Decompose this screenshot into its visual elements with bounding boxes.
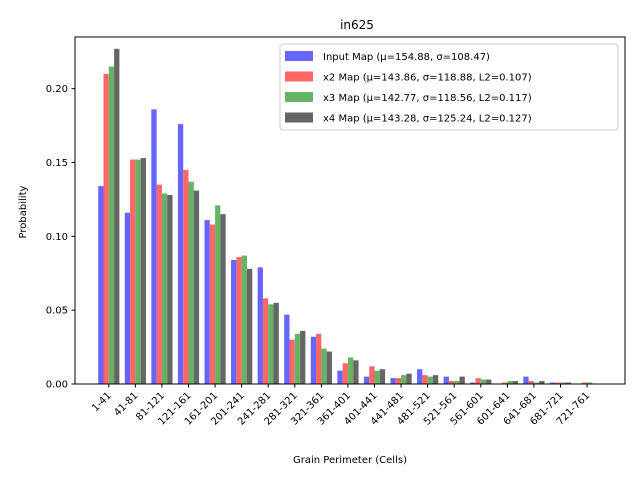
- bar-series2-481-521: [427, 376, 433, 384]
- bar-series0-561-601: [470, 382, 476, 384]
- bar-series2-41-81: [135, 159, 141, 384]
- bar-series2-281-321: [294, 333, 301, 384]
- bar-series2-361-401: [347, 357, 354, 384]
- bar-series0-481-521: [417, 369, 423, 384]
- bar-series0-361-401: [337, 370, 343, 384]
- bar-series1-321-361: [316, 333, 322, 384]
- bar-series2-561-601: [480, 379, 487, 384]
- bar-series0-41-81: [124, 212, 131, 384]
- bar-series1-401-441: [369, 366, 375, 384]
- bars-group: [98, 48, 593, 385]
- bar-series2-201-241: [241, 255, 247, 384]
- bar-series1-281-321: [289, 339, 295, 384]
- bar-series3-641-681: [539, 381, 545, 384]
- bar-series2-1-41: [108, 66, 115, 384]
- bar-series3-481-521: [432, 375, 439, 384]
- bar-series3-81-121: [167, 195, 173, 384]
- legend-swatch: [285, 112, 313, 123]
- bar-series3-681-721: [565, 382, 572, 384]
- bar-series0-521-561: [443, 376, 449, 384]
- bar-series0-321-361: [310, 336, 317, 384]
- bar-series1-41-81: [130, 159, 136, 384]
- bar-series3-601-641: [512, 381, 518, 384]
- legend-label: x2 Map (μ=143.86, σ=118.88, L2=0.107): [323, 73, 532, 84]
- chart-title: in625: [340, 18, 374, 32]
- bar-series3-121-161: [193, 190, 200, 384]
- bar-series0-161-201: [204, 220, 210, 384]
- plot-frame: [74, 36, 626, 385]
- bar-series0-121-161: [177, 124, 184, 385]
- bar-series2-601-641: [507, 381, 513, 384]
- x-axis-label: Grain Perimeter (Cells): [293, 455, 407, 466]
- bar-series2-641-681: [533, 382, 540, 384]
- bar-series3-1-41: [114, 48, 120, 385]
- bar-series1-81-121: [156, 184, 162, 384]
- bar-series1-441-481: [395, 378, 402, 384]
- bar-series1-601-641: [502, 382, 508, 384]
- bar-series2-81-121: [161, 193, 168, 384]
- bar-series0-241-281: [257, 267, 263, 384]
- bar-series3-321-361: [326, 351, 332, 384]
- bar-series3-41-81: [140, 158, 146, 384]
- bar-series3-161-201: [220, 214, 226, 384]
- bar-series1-521-561: [448, 381, 455, 384]
- bar-series0-681-721: [549, 382, 556, 384]
- bar-series3-281-321: [300, 330, 306, 384]
- x-axis: 1-4141-8181-121121-161161-201201-241241-…: [90, 384, 592, 428]
- legend-swatch: [285, 51, 313, 61]
- bar-series2-321-361: [321, 348, 327, 384]
- bar-series2-161-201: [215, 205, 221, 384]
- bar-series3-521-561: [459, 376, 465, 384]
- bar-series1-641-681: [528, 381, 534, 384]
- bar-series1-161-201: [209, 224, 216, 384]
- bar-series1-241-281: [262, 298, 269, 384]
- bar-series3-201-241: [246, 268, 253, 384]
- bar-series2-121-161: [188, 181, 194, 384]
- legend-swatch: [285, 71, 313, 82]
- y-tick-label: 0.05: [46, 306, 68, 317]
- bar-series2-401-441: [374, 370, 380, 384]
- y-axis: 0.00 0.05 0.10 0.15 0.20: [46, 84, 75, 391]
- bar-series0-81-121: [151, 109, 157, 384]
- bar-series3-441-481: [406, 373, 412, 384]
- bar-series0-641-681: [523, 376, 529, 384]
- legend-box: [279, 43, 619, 131]
- legend-swatch: [285, 92, 313, 102]
- y-tick-label: 0.20: [46, 84, 68, 95]
- legend-label: x4 Map (μ=143.28, σ=125.24, L2=0.127): [323, 114, 532, 125]
- bar-series1-721-761: [581, 382, 588, 384]
- bar-series3-361-401: [353, 360, 359, 384]
- bar-series1-361-401: [342, 363, 348, 384]
- y-axis-label: Probability: [18, 185, 29, 238]
- bar-series1-121-161: [183, 169, 189, 384]
- x-tick-label: 1-41: [90, 390, 114, 414]
- legend: Input Map (μ=154.88, σ=108.47) x2 Map (μ=…: [279, 43, 619, 131]
- bar-series2-721-761: [587, 382, 593, 384]
- legend-label: Input Map (μ=154.88, σ=108.47): [323, 52, 490, 63]
- bar-series2-521-561: [454, 381, 460, 384]
- bar-series1-681-721: [555, 382, 561, 384]
- bar-series1-561-601: [475, 378, 481, 384]
- bar-series0-201-241: [231, 259, 237, 384]
- bar-series2-241-281: [268, 304, 274, 384]
- y-tick-label: 0.10: [46, 232, 68, 243]
- y-tick-label: 0.15: [46, 158, 68, 169]
- bar-series1-201-241: [236, 257, 242, 384]
- bar-series2-681-721: [560, 382, 566, 384]
- bar-series0-281-321: [284, 314, 290, 384]
- bar-series0-441-481: [390, 378, 396, 384]
- bar-series1-1-41: [103, 73, 109, 384]
- y-tick-label: 0.00: [46, 380, 68, 391]
- bar-series0-1-41: [98, 186, 104, 384]
- bar-series0-401-441: [363, 376, 370, 384]
- bar-series3-241-281: [273, 302, 279, 384]
- bar-series2-441-481: [401, 375, 407, 384]
- bar-series1-481-521: [422, 375, 428, 384]
- legend-label: x3 Map (μ=142.77, σ=118.56, L2=0.117): [323, 93, 532, 104]
- bar-series3-561-601: [486, 379, 492, 384]
- bar-series3-401-441: [379, 369, 386, 384]
